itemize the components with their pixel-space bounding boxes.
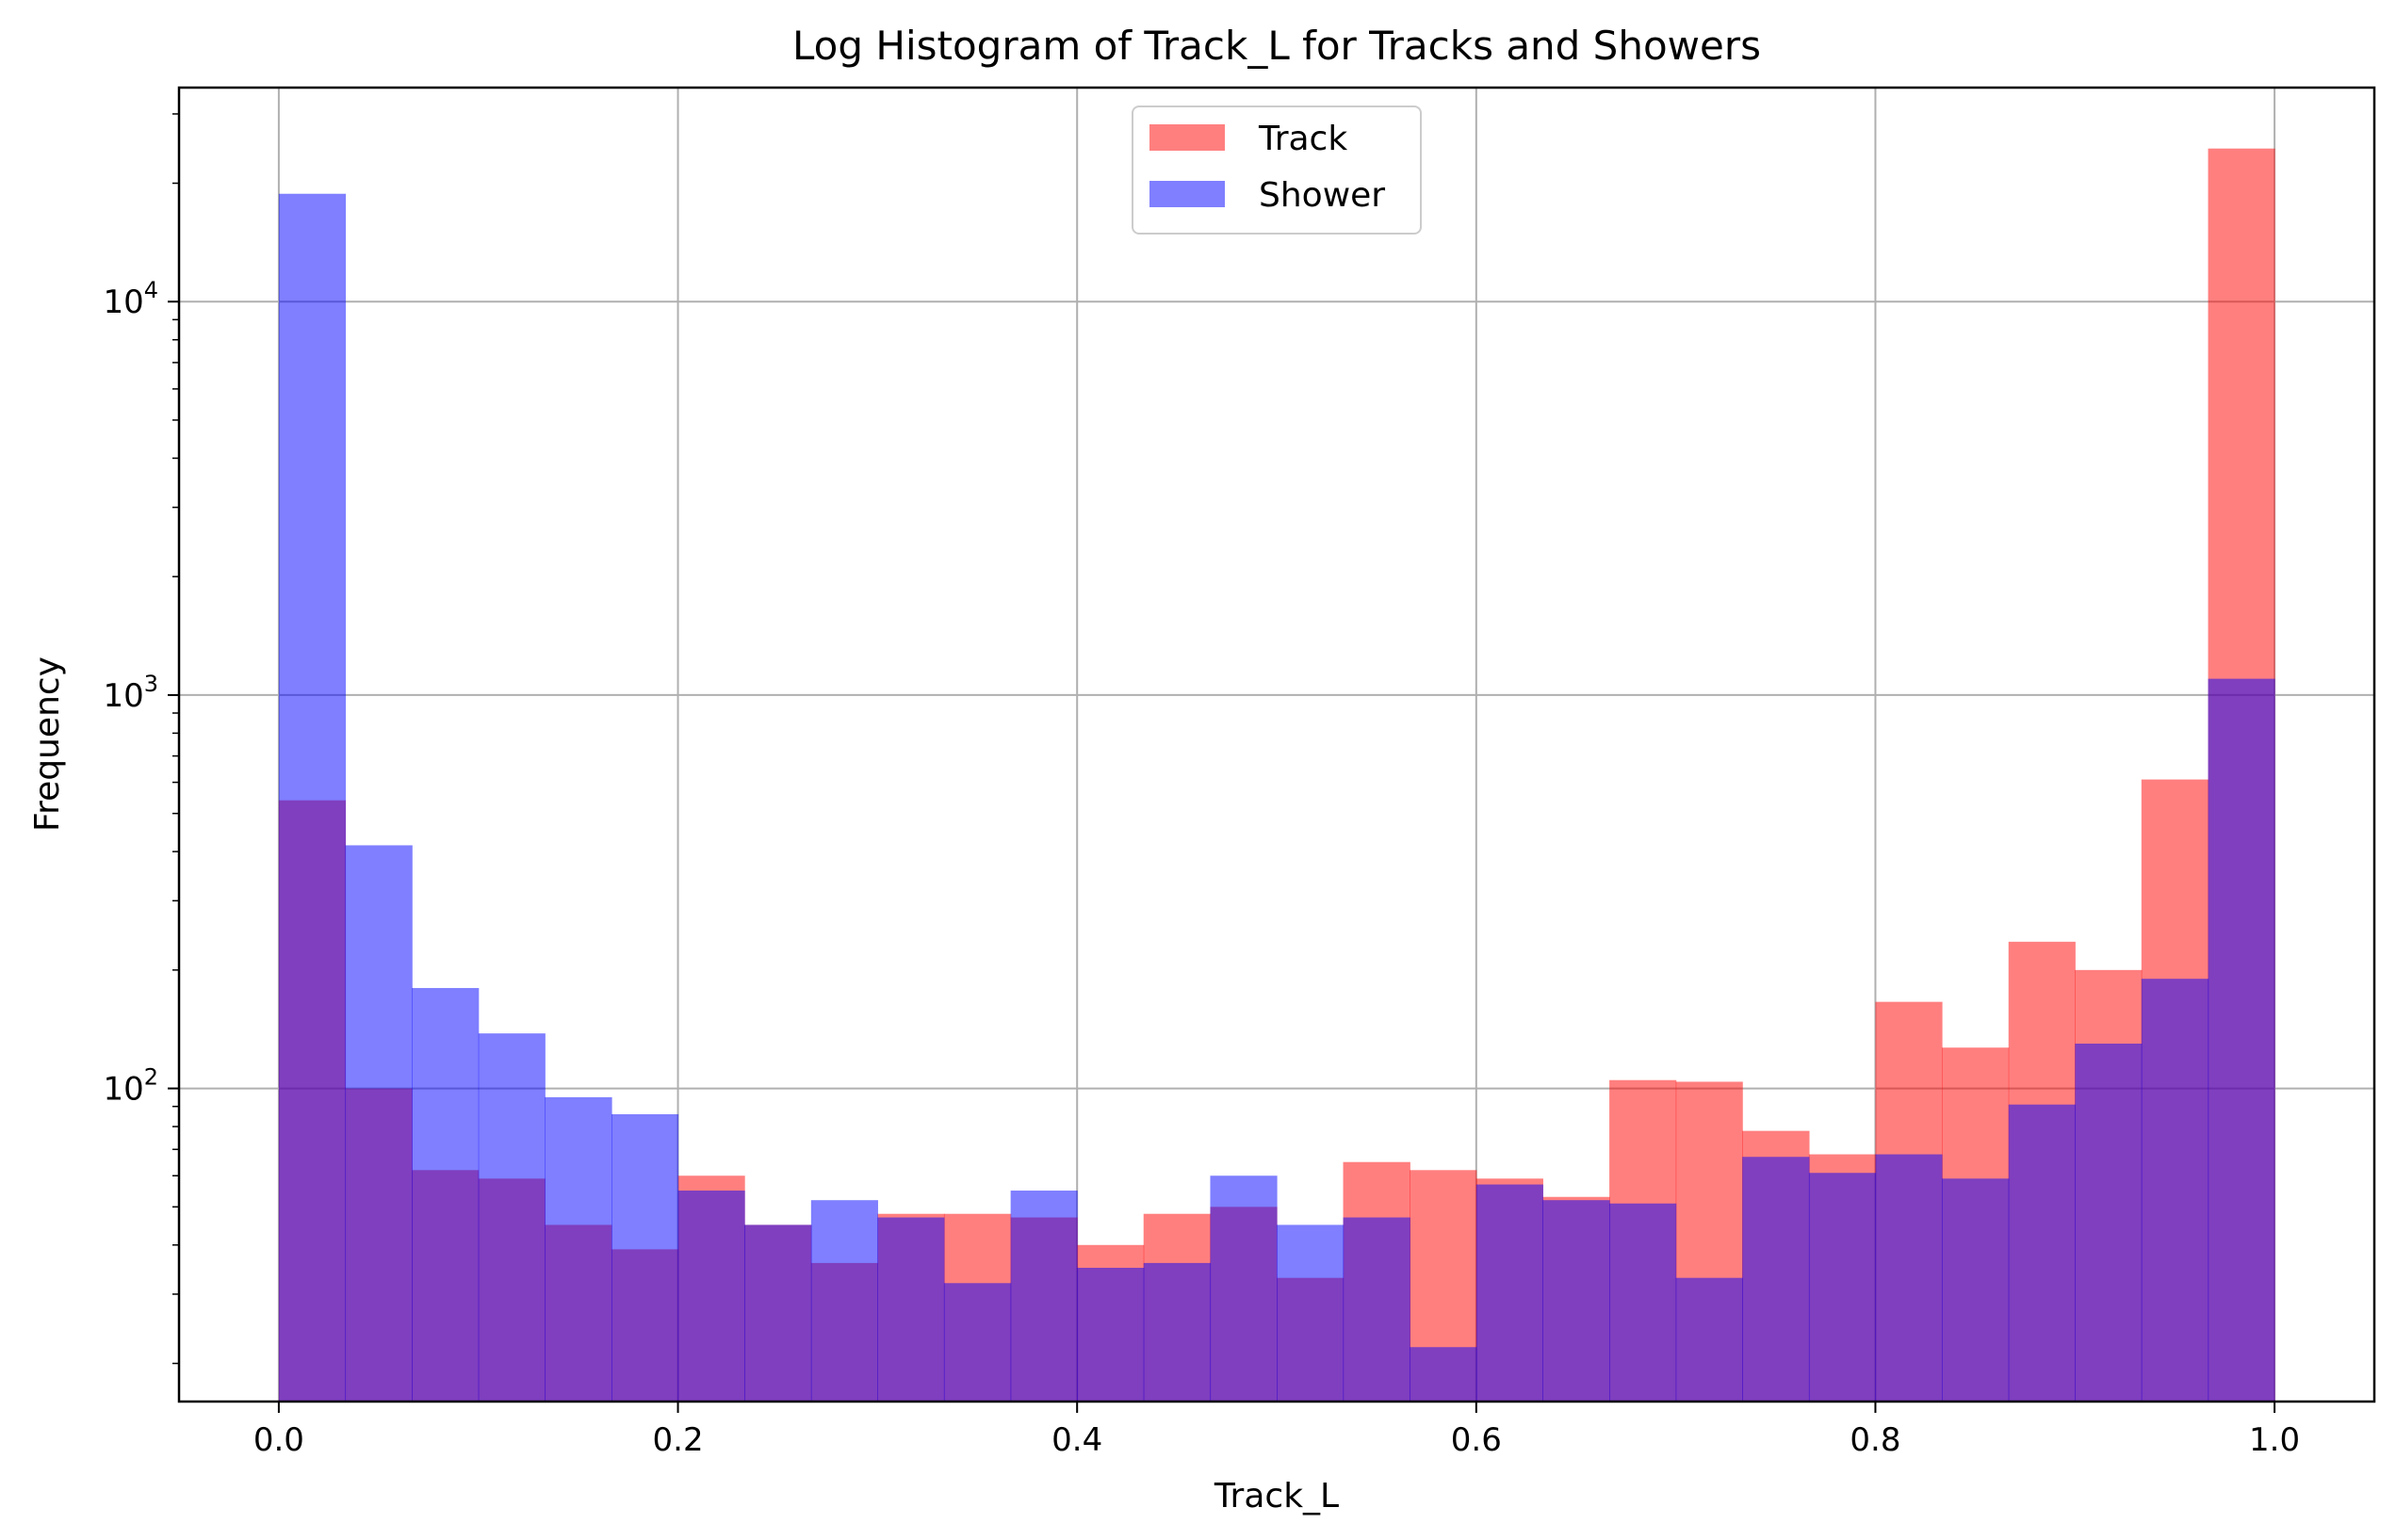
axis-ticks: 0.0 0.2 0.4 0.6 0.8 1.0 102 103 104 xyxy=(103,113,2300,1459)
shower-bar xyxy=(2008,1104,2076,1402)
x-tick-label: 0.2 xyxy=(653,1421,704,1459)
shower-bar xyxy=(545,1096,612,1402)
shower-bar xyxy=(478,1033,546,1402)
legend: Track Shower xyxy=(1132,105,1422,235)
shower-bar xyxy=(677,1191,745,1402)
shower-bar xyxy=(1210,1175,1278,1402)
shower-bar xyxy=(1875,1154,1943,1402)
shower-bar xyxy=(877,1217,945,1402)
x-tick-label: 0.4 xyxy=(1051,1421,1102,1459)
shower-bar xyxy=(1675,1277,1743,1402)
shower-bar xyxy=(2075,1043,2143,1402)
shower-bar xyxy=(1475,1184,1543,1402)
shower-bar xyxy=(2141,979,2209,1402)
shower-bar xyxy=(1542,1200,1610,1402)
x-axis-label: Track_L xyxy=(1214,1477,1339,1516)
shower-bar xyxy=(1277,1224,1345,1402)
shower-bar xyxy=(345,845,413,1402)
x-tick-label: 0.8 xyxy=(1850,1421,1900,1459)
x-tick-label: 0.6 xyxy=(1451,1421,1502,1459)
shower-bar xyxy=(278,193,347,1402)
x-tick-label: 0.0 xyxy=(253,1421,304,1459)
shower-bar xyxy=(2208,678,2275,1402)
shower-bar xyxy=(412,987,480,1402)
bars xyxy=(278,148,2275,1402)
y-tick-label: 104 xyxy=(103,277,158,321)
shower-bar xyxy=(1410,1347,1477,1402)
legend-label-track: Track xyxy=(1258,120,1347,158)
legend-label-shower: Shower xyxy=(1259,176,1385,215)
shower-bar xyxy=(810,1200,878,1402)
shower-bar xyxy=(1343,1217,1410,1402)
shower-bar xyxy=(1143,1262,1212,1402)
shower-bar xyxy=(1941,1178,2010,1402)
x-tick-label: 1.0 xyxy=(2249,1421,2300,1459)
chart-title: Log Histogram of Track_L for Tracks and … xyxy=(792,23,1761,69)
y-tick-label: 102 xyxy=(103,1064,158,1109)
y-axis-label: Frequency xyxy=(28,657,67,832)
shower-bar xyxy=(1077,1268,1145,1402)
legend-swatch-shower xyxy=(1149,181,1225,207)
shower-bar xyxy=(943,1283,1012,1402)
shower-bar xyxy=(1808,1173,1877,1402)
shower-bar xyxy=(744,1224,812,1402)
plot-frame xyxy=(177,86,2376,1403)
shower-bar xyxy=(1742,1157,1810,1402)
shower-bar xyxy=(1010,1191,1078,1402)
y-tick-label: 103 xyxy=(103,671,158,715)
shower-bar xyxy=(1609,1203,1677,1402)
legend-swatch-track xyxy=(1149,124,1225,151)
shower-bar xyxy=(611,1113,679,1402)
